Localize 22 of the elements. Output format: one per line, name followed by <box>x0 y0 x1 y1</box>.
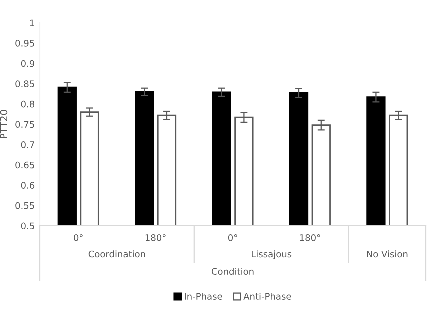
y-tick-label: 1 <box>30 20 34 26</box>
y-tick-label: 0.75 <box>16 121 34 128</box>
x-axis-title: Condition <box>212 268 254 276</box>
y-tick-label: 0.55 <box>16 202 34 210</box>
y-tick-label: 0.8 <box>21 100 35 108</box>
y-tick-label: 0.5 <box>21 222 34 230</box>
legend-label: Anti-Phase <box>244 292 292 300</box>
x-tick-label: 180° <box>146 234 166 242</box>
legend-label: In-Phase <box>185 292 222 300</box>
y-tick-label: 0.65 <box>16 162 34 169</box>
text: Lissajous <box>252 250 292 260</box>
y-axis-title: PTT20 <box>0 110 8 139</box>
y-tick-label: 0.85 <box>16 80 34 88</box>
text: No Vision <box>367 250 408 258</box>
text: Coordination <box>88 250 146 258</box>
y-tick-label: 0.9 <box>21 60 35 68</box>
y-tick-label: 0.95 <box>16 40 34 47</box>
x-tick-label: 180° <box>300 234 320 242</box>
x-tick-label: 0° <box>228 234 238 242</box>
x-tick-label: 0° <box>74 234 83 242</box>
y-tick-label: 0.6 <box>21 182 35 189</box>
y-tick-label: 0.7 <box>21 142 34 148</box>
